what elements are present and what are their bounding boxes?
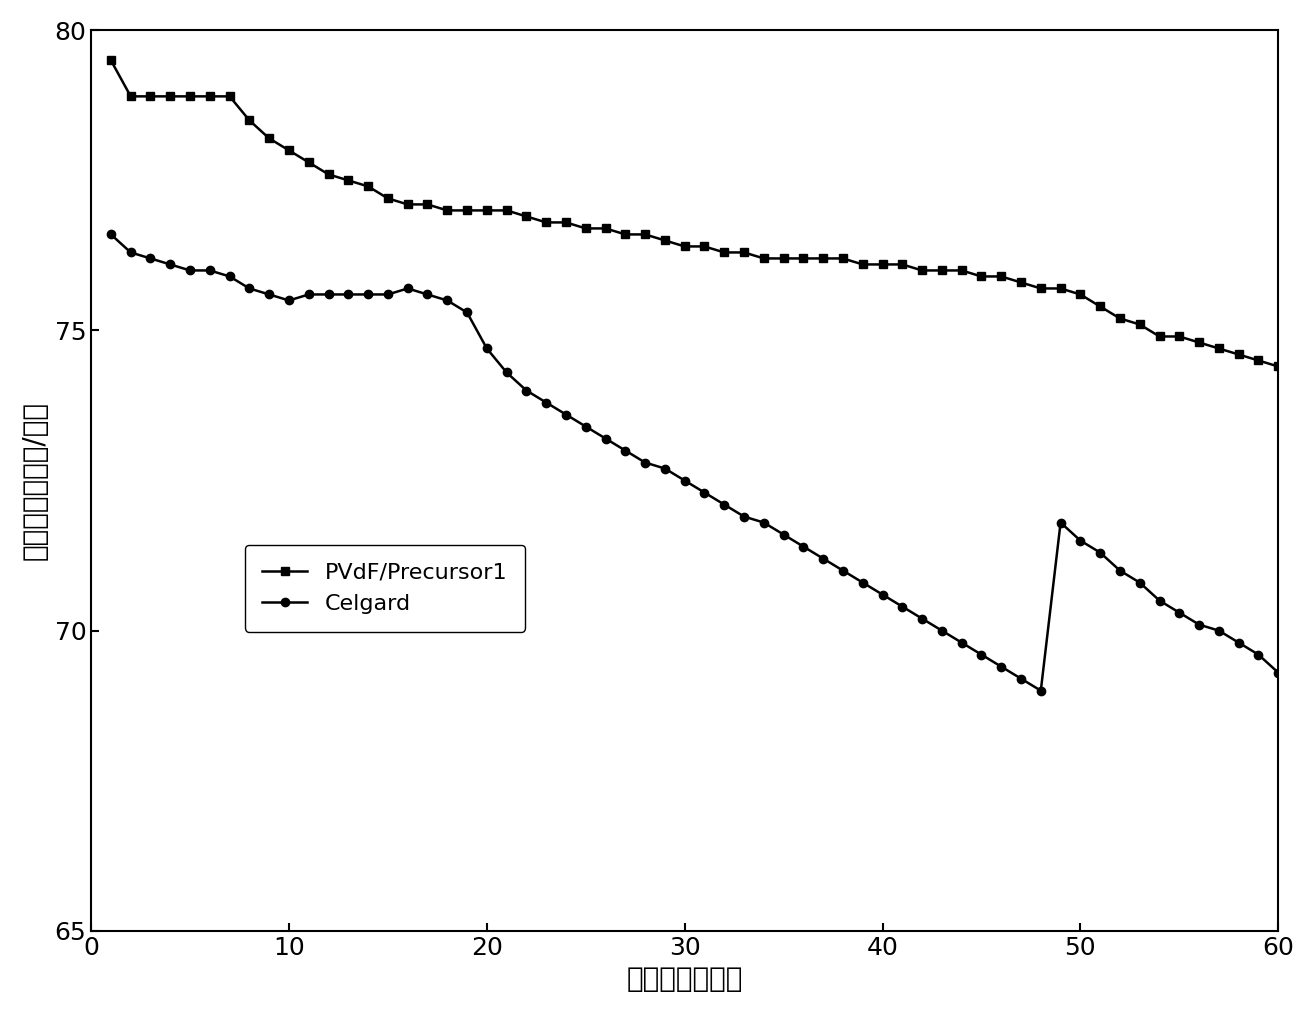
PVdF/Precursor1	[301, 156, 317, 168]
Celgard	[103, 228, 118, 240]
Celgard	[439, 294, 455, 306]
PVdF/Precursor1	[103, 55, 118, 67]
Celgard	[479, 343, 494, 355]
Legend: PVdF/Precursor1, Celgard: PVdF/Precursor1, Celgard	[245, 545, 525, 632]
PVdF/Precursor1	[1270, 360, 1286, 372]
PVdF/Precursor1	[400, 199, 416, 211]
Celgard	[400, 282, 416, 294]
Celgard	[835, 565, 851, 577]
PVdF/Precursor1	[498, 205, 514, 217]
Line: Celgard: Celgard	[107, 230, 1282, 695]
PVdF/Precursor1	[835, 252, 851, 265]
Celgard	[301, 288, 317, 300]
Y-axis label: 电容量（毫安时/克）: 电容量（毫安时/克）	[21, 402, 49, 560]
Celgard	[498, 366, 514, 378]
PVdF/Precursor1	[479, 205, 494, 217]
PVdF/Precursor1	[439, 205, 455, 217]
Celgard	[1032, 684, 1048, 697]
Celgard	[1270, 666, 1286, 678]
X-axis label: 循环次数（次）: 循环次数（次）	[626, 965, 743, 993]
Line: PVdF/Precursor1: PVdF/Precursor1	[107, 56, 1282, 371]
